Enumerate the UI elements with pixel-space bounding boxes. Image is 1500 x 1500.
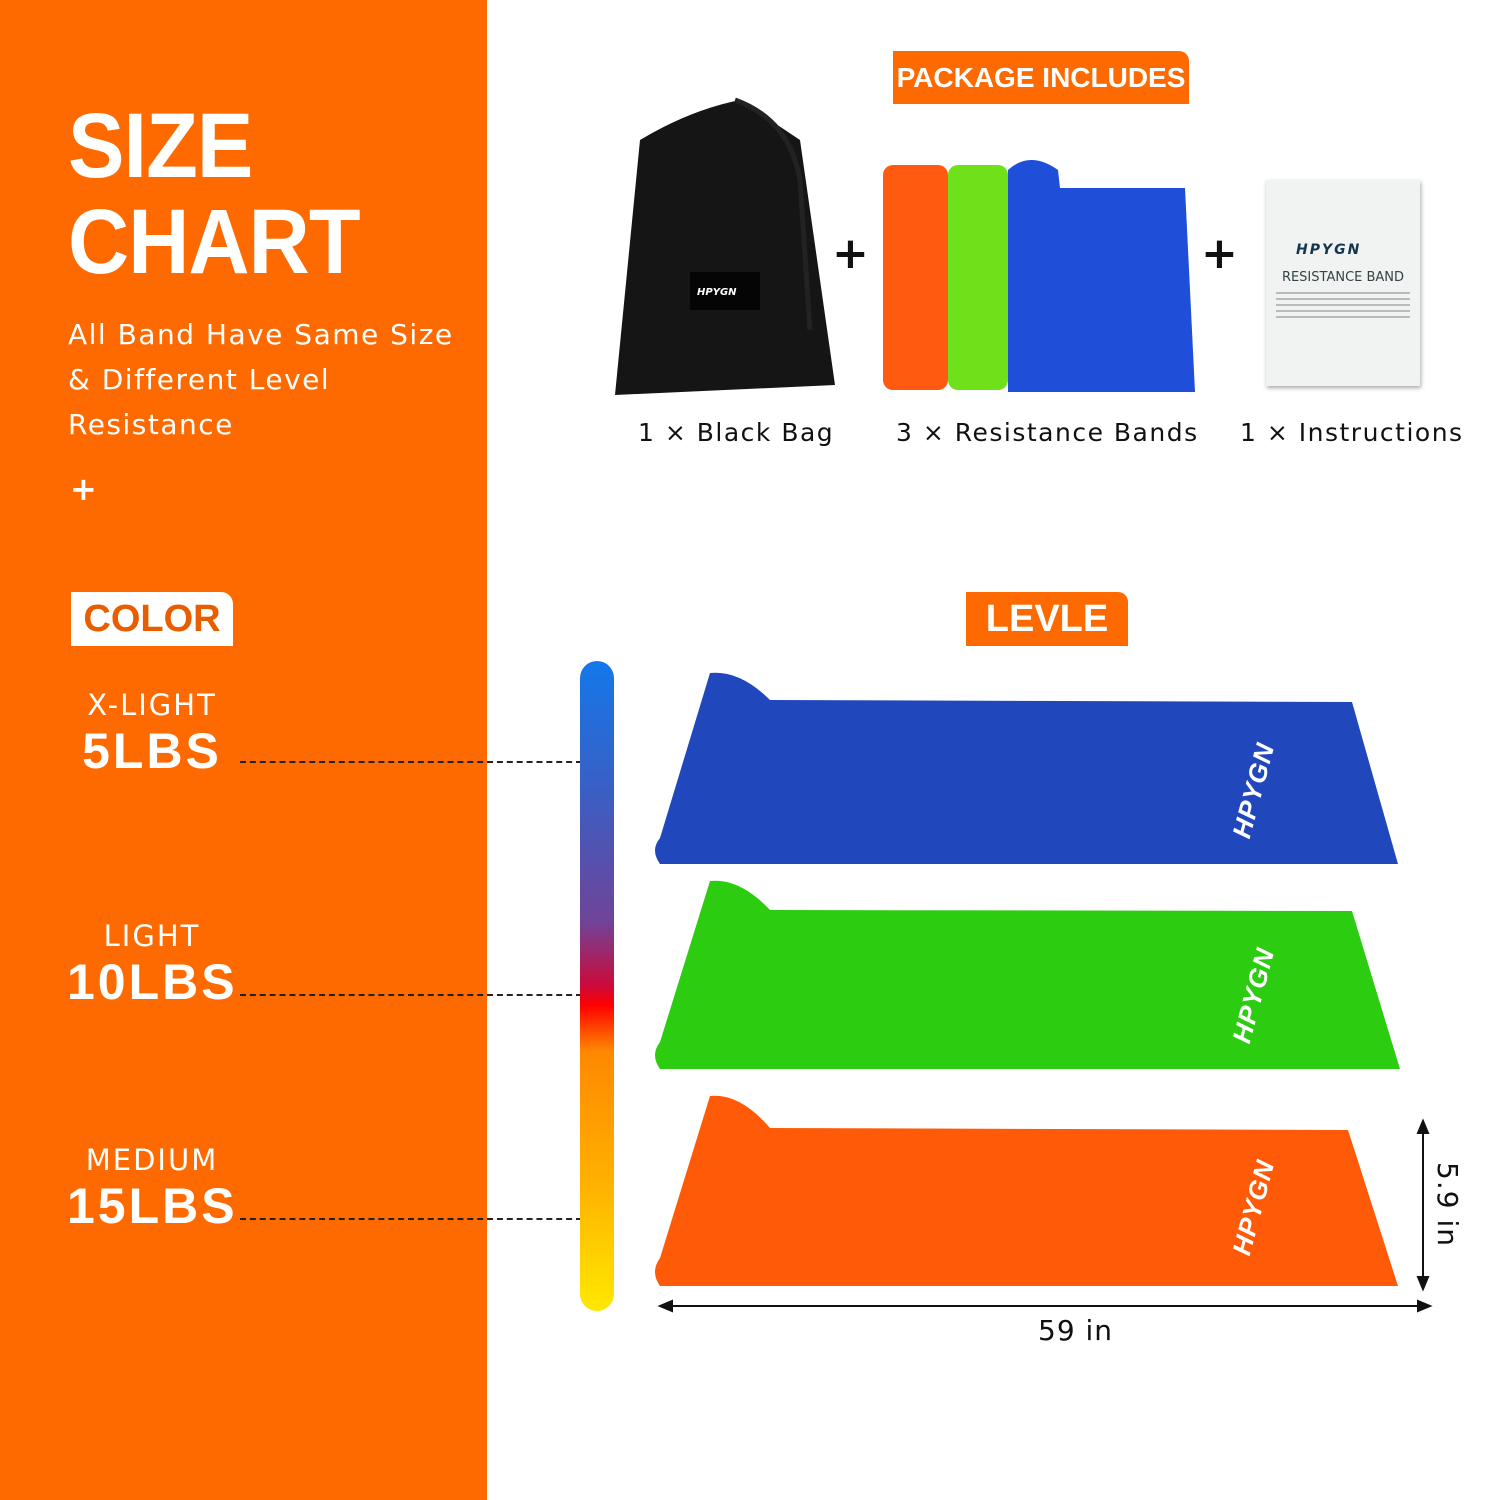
caption-bands: 3 × Resistance Bands xyxy=(896,418,1199,447)
level-xlight: X-LIGHT 5LBS xyxy=(82,688,222,779)
page-title: SIZE CHART xyxy=(68,95,361,293)
black-bag-image: HPYGN xyxy=(615,97,835,395)
width-label: 5.9 in xyxy=(1430,1162,1464,1247)
band-green xyxy=(655,880,1400,1069)
left-panel xyxy=(0,0,487,1500)
length-label: 59 in xyxy=(1038,1314,1114,1347)
length-arrow xyxy=(657,1299,1433,1313)
plus-icon: + xyxy=(70,470,97,508)
level-medium: MEDIUM 15LBS xyxy=(67,1143,238,1234)
caption-instructions: 1 × Instructions xyxy=(1240,418,1464,447)
band-blue xyxy=(655,672,1398,864)
color-tag: COLOR xyxy=(71,592,233,646)
plus-icon: + xyxy=(832,228,869,279)
caption-bag: 1 × Black Bag xyxy=(638,418,835,447)
dashed-line xyxy=(240,1218,582,1220)
width-arrow xyxy=(1416,1118,1430,1292)
subtitle: All Band Have Same Size & Different Leve… xyxy=(68,318,454,441)
rolled-bands-image xyxy=(883,160,1195,392)
dashed-line xyxy=(240,761,582,763)
package-includes-tag: PACKAGE INCLUDES xyxy=(893,51,1189,104)
plus-icon: + xyxy=(1201,228,1238,279)
levle-tag: LEVLE xyxy=(966,592,1128,646)
svg-text:HPYGN: HPYGN xyxy=(697,287,737,298)
band-orange xyxy=(655,1095,1398,1286)
level-light: LIGHT 10LBS xyxy=(67,919,238,1010)
resistance-gradient-bar xyxy=(580,661,614,1311)
instructions-card: HPYGN RESISTANCE BAND xyxy=(1266,180,1420,386)
dashed-line xyxy=(240,994,582,996)
